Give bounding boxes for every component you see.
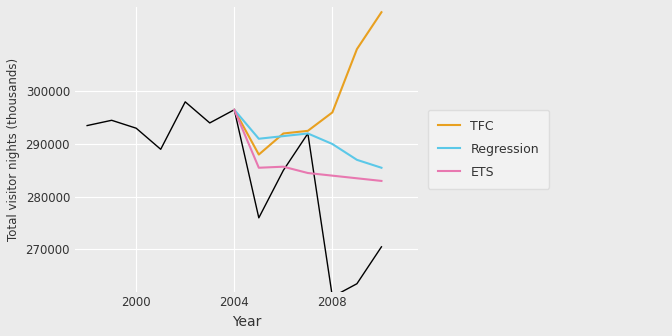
TFC: [280, 131, 288, 135]
Regression: [304, 131, 312, 135]
ETS: [378, 179, 386, 183]
Regression: [255, 137, 263, 141]
Regression: [280, 134, 288, 138]
TFC: [255, 153, 263, 157]
Line: ETS: ETS: [235, 110, 382, 181]
Regression: [230, 108, 239, 112]
ETS: [255, 166, 263, 170]
ETS: [329, 174, 337, 178]
Legend: TFC, Regression, ETS: TFC, Regression, ETS: [428, 110, 549, 189]
ETS: [280, 165, 288, 169]
Regression: [378, 166, 386, 170]
Line: Regression: Regression: [235, 110, 382, 168]
ETS: [353, 176, 361, 180]
TFC: [329, 110, 337, 114]
TFC: [378, 10, 386, 14]
TFC: [230, 108, 239, 112]
Regression: [353, 158, 361, 162]
X-axis label: Year: Year: [232, 315, 261, 329]
TFC: [353, 47, 361, 51]
ETS: [230, 108, 239, 112]
ETS: [304, 171, 312, 175]
Regression: [329, 142, 337, 146]
Y-axis label: Total visitor nights (thousands): Total visitor nights (thousands): [7, 58, 20, 241]
Line: TFC: TFC: [235, 12, 382, 155]
TFC: [304, 129, 312, 133]
